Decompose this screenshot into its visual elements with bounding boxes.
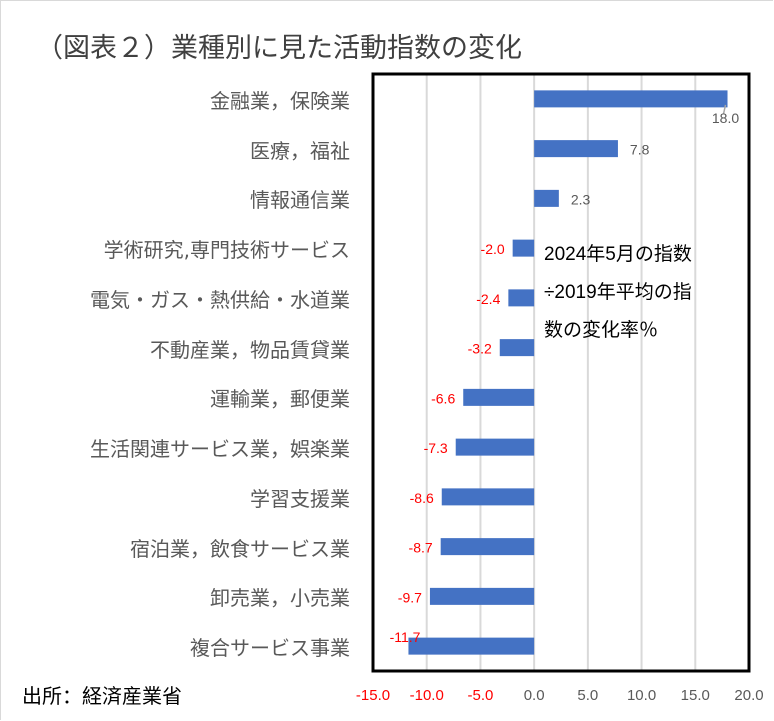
category-label: 医療，福祉	[250, 138, 350, 163]
bar	[455, 438, 535, 456]
bar	[534, 189, 559, 207]
x-tick-label: 15.0	[681, 687, 710, 704]
bar	[408, 637, 535, 655]
bar	[534, 90, 728, 108]
bar	[499, 339, 535, 357]
chart-annotation: 2024年5月の指数 ÷2019年平均の指 数の変化率％	[544, 236, 692, 350]
data-label: -11.7	[390, 629, 421, 645]
bar	[463, 388, 535, 406]
annotation-line: 2024年5月の指数	[544, 244, 692, 265]
x-tick-label: 10.0	[627, 687, 656, 704]
bar	[441, 488, 535, 506]
data-label: 18.0	[712, 110, 739, 126]
category-label: 生活関連サービス業，娯楽業	[90, 437, 350, 462]
category-label: 不動産業，物品賃貸業	[150, 337, 350, 362]
data-label: 7.8	[630, 142, 650, 158]
category-label: 卸売業，小売業	[210, 586, 350, 611]
x-tick-label: -5.0	[467, 687, 493, 704]
category-label: 学習支援業	[250, 486, 350, 511]
data-label: -6.6	[431, 390, 455, 406]
data-label: -3.2	[468, 341, 492, 357]
data-label: -2.0	[481, 241, 505, 257]
bar	[440, 538, 535, 556]
chart-title: （図表２）業種別に見た活動指数の変化	[36, 33, 522, 64]
category-label: 宿泊業，飲食サービス業	[130, 536, 350, 561]
category-label: 学術研究,専門技術サービス	[103, 238, 350, 263]
data-label: 2.3	[571, 191, 591, 207]
category-label: 複合サービス事業	[190, 636, 350, 661]
bar	[534, 140, 618, 158]
data-label: -2.4	[476, 291, 500, 307]
data-label: -7.3	[424, 440, 448, 456]
leader-line	[722, 104, 727, 115]
bar	[512, 239, 535, 257]
x-tick-label: 5.0	[577, 687, 598, 704]
category-label: 電気・ガス・熱供給・水道業	[90, 287, 350, 312]
category-label: 運輸業，郵便業	[210, 387, 350, 412]
plot-border	[371, 72, 751, 673]
annotation-line: ÷2019年平均の指	[544, 282, 692, 303]
category-label: 情報通信業	[250, 188, 350, 213]
bar	[508, 289, 535, 307]
annotation-line: 数の変化率％	[544, 320, 659, 341]
x-tick-label: -15.0	[356, 687, 390, 704]
x-tick-label: 20.0	[734, 687, 763, 704]
source-note: 出所：経済産業省	[22, 684, 182, 708]
category-label: 金融業，保険業	[210, 88, 350, 113]
data-label: -8.7	[409, 540, 433, 556]
x-tick-label: -10.0	[410, 687, 444, 704]
bar	[429, 587, 535, 605]
data-label: -9.7	[398, 589, 422, 605]
x-tick-label: 0.0	[524, 687, 545, 704]
data-label: -8.6	[410, 490, 434, 506]
